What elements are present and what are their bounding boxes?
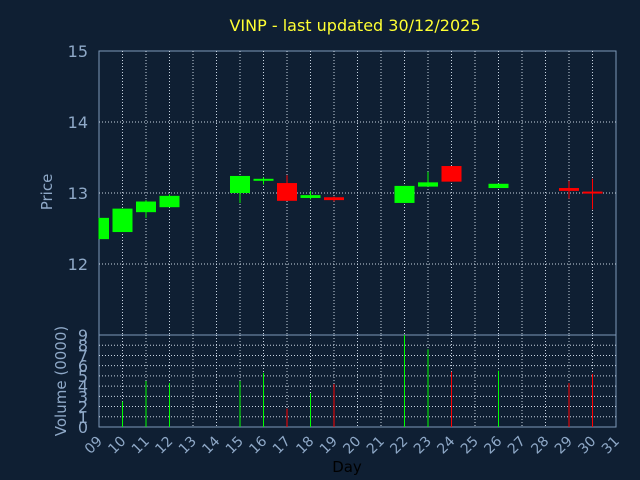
candle-body [559, 188, 579, 191]
candle-body [112, 208, 133, 233]
price-tick-label: 13 [68, 184, 88, 203]
x-tick-label: 27 [505, 434, 529, 458]
candle [441, 166, 462, 182]
candle [559, 180, 579, 199]
candle [98, 217, 109, 240]
candle-body [159, 195, 180, 208]
x-tick-label: 31 [599, 434, 623, 458]
candle-body [277, 183, 297, 201]
volume-tick-label: 1 [78, 408, 88, 427]
candle-body [441, 166, 462, 182]
candle-body [394, 185, 415, 203]
x-tick-label: 28 [528, 434, 552, 458]
x-tick-label: 14 [199, 433, 223, 457]
price-panel: 12 13 14 15 [68, 42, 617, 336]
price-axis-label: Price [38, 174, 56, 211]
x-tick-label: 09 [82, 434, 106, 458]
x-tick-label: 15 [223, 434, 247, 458]
candle-body [324, 197, 344, 201]
volume-tick-label: 4 [78, 377, 88, 396]
x-tick-label: 21 [364, 434, 388, 458]
x-tick-label: 22 [387, 434, 411, 458]
x-tick-label: 29 [552, 434, 576, 458]
candle-body [230, 175, 250, 193]
candle-body [253, 178, 274, 181]
candle [418, 171, 438, 187]
candle [300, 190, 321, 200]
x-tick-label: 12 [152, 434, 176, 458]
x-axis-label: Day [332, 458, 362, 476]
x-tick-label: 19 [317, 434, 341, 458]
x-tick-label: 16 [246, 433, 270, 457]
x-tick-label: 11 [129, 434, 153, 458]
x-tick-label: 20 [340, 434, 364, 458]
x-tick-label: 17 [270, 434, 294, 458]
x-tick-label: 18 [293, 434, 317, 458]
candle [159, 194, 180, 208]
volume-tick-label: 3 [78, 387, 88, 406]
candle [253, 177, 274, 185]
candle [230, 175, 250, 203]
candle [488, 183, 509, 189]
chart-title: VINP - last updated 30/12/2025 [229, 16, 480, 35]
x-axis-ticks: 09 10 11 12 13 14 15 16 17 18 19 20 21 22 23 24 25 26 27 28… [82, 433, 623, 457]
x-tick-label: 13 [176, 434, 200, 458]
candle-body [99, 217, 109, 240]
volume-tick-label: 6 [78, 357, 88, 376]
x-tick-label: 30 [575, 434, 599, 458]
price-tick-label: 15 [68, 42, 88, 61]
volume-tick-label: 2 [78, 398, 88, 417]
x-tick-label: 23 [411, 434, 435, 458]
volume-tick-label: 5 [78, 367, 88, 386]
candle [324, 196, 344, 202]
x-tick-label: 24 [434, 433, 458, 457]
volume-tick-label: 7 [78, 346, 88, 365]
x-tick-label: 26 [481, 433, 505, 457]
candle [112, 208, 133, 233]
volume-tick-label: 0 [78, 418, 88, 437]
volume-tick-label: 8 [78, 336, 88, 355]
candle [394, 185, 415, 203]
candle [277, 175, 297, 201]
candle-body [488, 183, 509, 189]
candle-body [418, 182, 438, 187]
x-tick-label: 25 [458, 434, 482, 458]
x-tick-label: 10 [105, 434, 129, 458]
candle-body [300, 195, 321, 198]
volume-axis-label: Volume (0000) [52, 326, 70, 436]
volume-tick-label: 9 [78, 326, 88, 345]
candle-body [136, 201, 156, 213]
candle-body [582, 191, 603, 194]
candle [136, 200, 156, 218]
price-tick-label: 12 [68, 255, 88, 274]
candle [582, 178, 603, 210]
price-tick-label: 14 [68, 113, 88, 132]
